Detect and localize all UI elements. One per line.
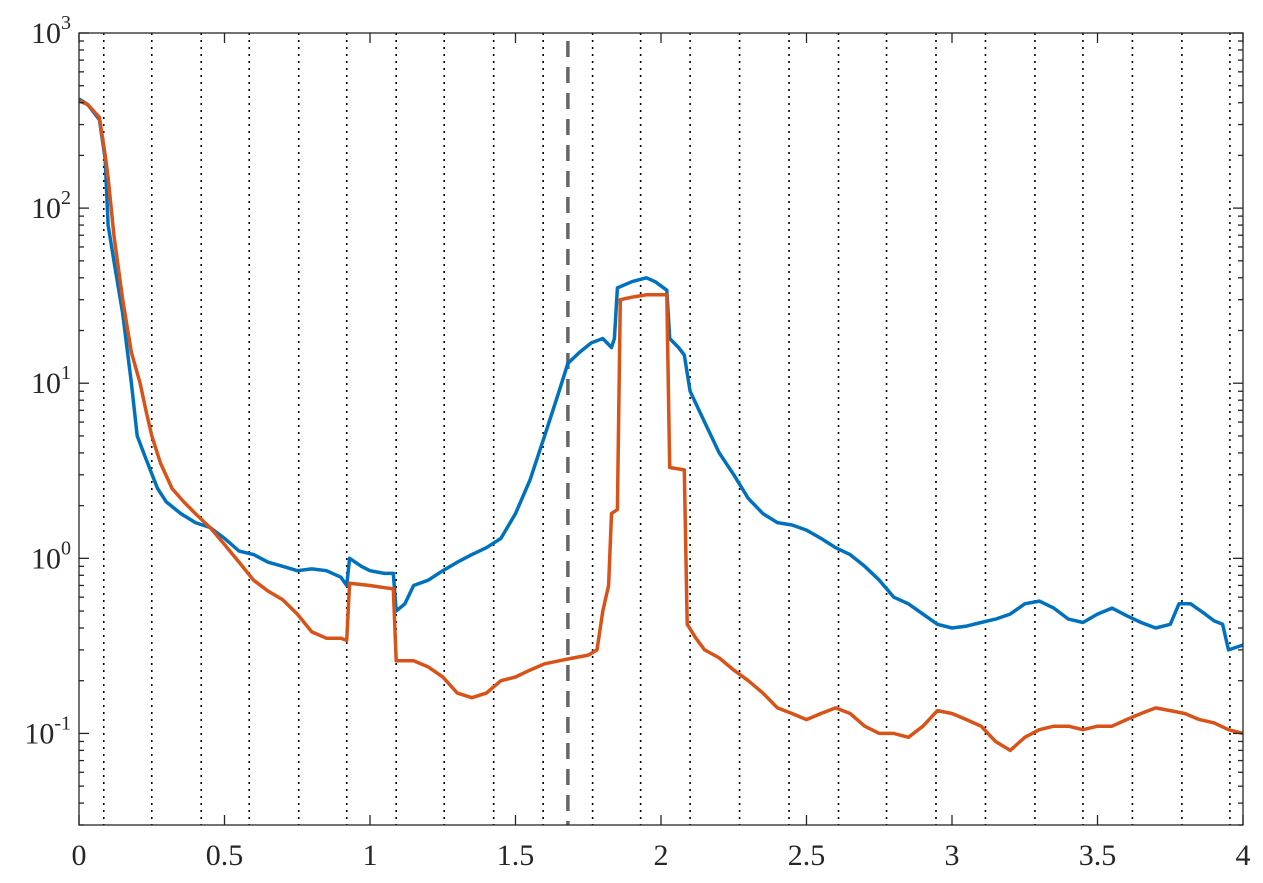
series-line-2 bbox=[78, 99, 1244, 753]
y-tick-label: 100 bbox=[31, 537, 71, 575]
series-line-1 bbox=[78, 97, 1244, 652]
y-tick-labels: 10-1 100 101 102 103 bbox=[24, 12, 71, 750]
x-tick-label: 3.5 bbox=[1079, 839, 1117, 872]
axes bbox=[78, 32, 1244, 826]
series-layer bbox=[78, 97, 1244, 753]
x-tick-label: 2 bbox=[654, 839, 669, 872]
x-tick-label: 1 bbox=[363, 839, 378, 872]
plot-area bbox=[79, 33, 1243, 825]
plot-background bbox=[79, 33, 1243, 825]
x-tick-label: 2.5 bbox=[788, 839, 826, 872]
y-tick-label: 10-1 bbox=[24, 712, 71, 750]
x-tick-label: 1.5 bbox=[497, 839, 535, 872]
vertical-markers bbox=[102, 33, 1231, 825]
y-tick-label: 101 bbox=[31, 362, 71, 400]
x-tick-label: 0.5 bbox=[206, 839, 244, 872]
y-tick-label: 103 bbox=[31, 12, 71, 50]
x-tick-label: 0 bbox=[72, 839, 87, 872]
x-tick-label: 4 bbox=[1236, 839, 1251, 872]
y-tick-label: 102 bbox=[31, 187, 71, 225]
x-tick-label: 3 bbox=[945, 839, 960, 872]
x-tick-labels: 0 0.5 1 1.5 2 2.5 3 3.5 4 bbox=[72, 839, 1251, 872]
